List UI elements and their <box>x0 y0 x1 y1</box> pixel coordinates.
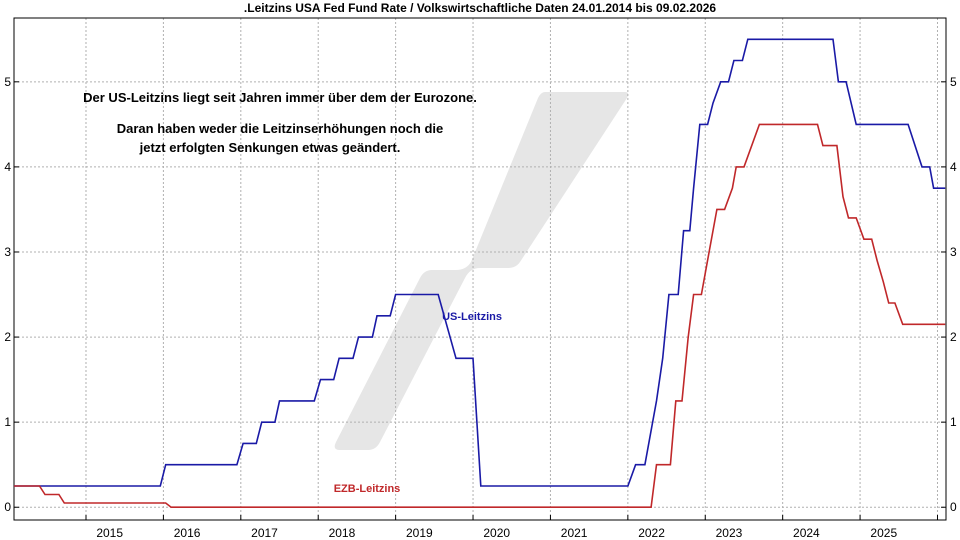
y-tick-label-right: 1 <box>950 415 957 429</box>
annotation-line: jetzt erfolgten Senkungen etwas geändert… <box>139 140 401 155</box>
plot-border <box>13 17 947 521</box>
y-tick-label-right: 0 <box>950 500 957 514</box>
ecb-rate-label: EZB-Leitzins <box>334 483 401 495</box>
y-axis: 0 0 1 1 2 2 3 3 4 4 5 5 <box>4 75 957 514</box>
x-tick-label: 2017 <box>251 526 278 540</box>
y-tick-label-right: 3 <box>950 245 957 259</box>
x-tick-label: 2018 <box>329 526 356 540</box>
x-axis: 2015 2016 2017 2018 2019 2020 2021 2022 2023 2024… <box>85 515 938 540</box>
x-tick-label: 2021 <box>561 526 588 540</box>
ecb-rate-line <box>14 123 946 508</box>
y-tick-label-left: 2 <box>4 330 11 344</box>
y-tick-label-right: 5 <box>950 75 957 89</box>
x-tick-label: 2016 <box>174 526 201 540</box>
annotation-text: Der US-Leitzins liegt seit Jahren immer … <box>83 90 477 155</box>
us-rate-label: US-Leitzins <box>442 311 502 323</box>
x-tick-label: 2025 <box>870 526 897 540</box>
chart-title: .Leitzins USA Fed Fund Rate / Volkswirts… <box>243 1 717 15</box>
y-tick-label-right: 2 <box>950 330 957 344</box>
y-tick-label-left: 0 <box>4 500 11 514</box>
y-tick-label-left: 1 <box>4 415 11 429</box>
series-labels: US-Leitzins EZB-Leitzins <box>334 311 502 495</box>
y-tick-label-left: 3 <box>4 245 11 259</box>
watermark-logo <box>334 92 629 450</box>
us-rate-line <box>14 38 946 487</box>
annotation-line: Der US-Leitzins liegt seit Jahren immer … <box>83 90 477 105</box>
x-tick-label: 2024 <box>793 526 820 540</box>
annotation-line: Daran haben weder die Leitzinserhöhungen… <box>117 121 444 136</box>
x-tick-label: 2023 <box>716 526 743 540</box>
x-tick-label: 2015 <box>96 526 123 540</box>
x-tick-label: 2020 <box>483 526 510 540</box>
watermark-shape <box>334 92 629 450</box>
x-tick-label: 2022 <box>638 526 665 540</box>
y-tick-label-right: 4 <box>950 160 957 174</box>
y-tick-label-left: 5 <box>4 75 11 89</box>
series-group <box>14 38 946 508</box>
x-tick-label: 2019 <box>406 526 433 540</box>
y-tick-label-left: 4 <box>4 160 11 174</box>
plot-frame <box>13 17 947 521</box>
